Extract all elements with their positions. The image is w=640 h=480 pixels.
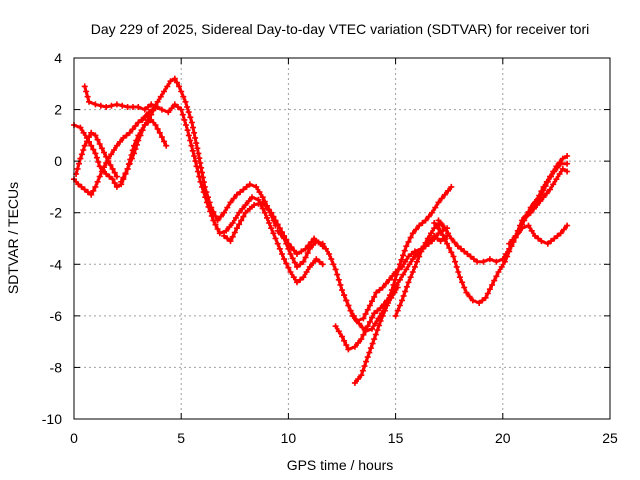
series-1-points	[81, 83, 161, 113]
x-tick-label: 0	[70, 430, 78, 446]
axis-ticks: 0 5 10 15 20 25 -10 -8 -6 -4 -2 0 2 4	[42, 50, 618, 446]
x-tick-label: 5	[177, 430, 185, 446]
x-axis-label: GPS time / hours	[287, 457, 394, 473]
series-2-trail	[72, 118, 168, 189]
x-tick-label: 15	[388, 430, 404, 446]
series-13-trail	[432, 154, 569, 305]
series-11-points	[351, 183, 455, 386]
series-15	[506, 222, 571, 247]
series-4	[73, 129, 120, 180]
x-tick-label: 25	[602, 430, 618, 446]
series-12	[392, 220, 444, 319]
series-15-points	[506, 222, 571, 247]
series-7-points	[221, 199, 326, 257]
x-tick-label: 20	[495, 430, 511, 446]
y-axis-label: SDTVAR / TECUs	[5, 182, 21, 294]
series-4-points	[73, 129, 120, 180]
series-10	[341, 232, 451, 324]
plot-frame	[73, 57, 611, 420]
y-tick-label: -10	[42, 411, 62, 427]
y-tick-label: 4	[54, 50, 62, 66]
y-tick-label: -6	[50, 308, 63, 324]
series-11	[351, 183, 455, 386]
y-tick-label: 2	[54, 102, 62, 118]
grid	[74, 58, 610, 419]
series-16-points	[521, 165, 571, 221]
series-2	[71, 116, 170, 190]
y-tick-label: 0	[54, 153, 62, 169]
series-12-points	[392, 220, 444, 319]
series-1	[81, 83, 161, 113]
series-2-points	[71, 116, 170, 190]
series-16	[521, 165, 571, 221]
y-tick-label: -2	[50, 205, 63, 221]
series-6-trail	[141, 102, 325, 284]
y-tick-label: -8	[50, 359, 63, 375]
series-layer	[71, 75, 571, 386]
x-tick-label: 10	[281, 430, 297, 446]
y-tick-label: -4	[50, 256, 63, 272]
series-6-points	[139, 101, 326, 286]
series-6	[139, 101, 326, 286]
series-7	[221, 199, 326, 257]
chart-title: Day 229 of 2025, Sidereal Day-to-day VTE…	[91, 21, 590, 37]
